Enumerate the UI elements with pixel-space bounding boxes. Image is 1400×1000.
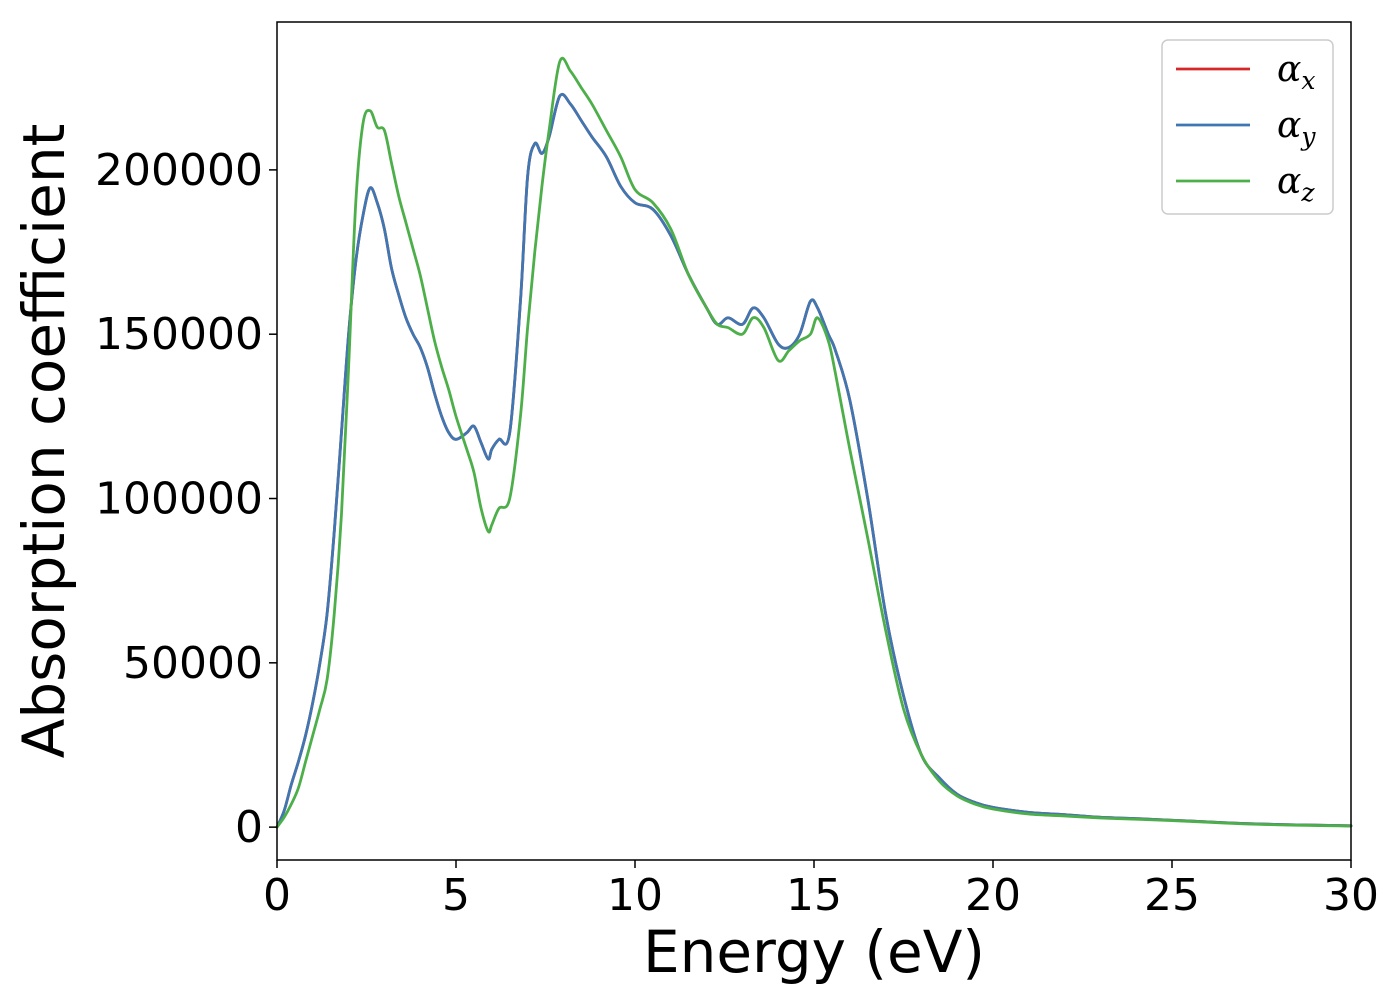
legend-label-y: αy [1277,105,1316,151]
legend-box [1161,39,1334,215]
y-tick-label: 200000 [95,145,263,196]
y-axis-label: Absorption coefficient [10,124,78,759]
y-tick-label: 0 [235,802,263,853]
series-layer [275,56,1353,829]
x-tick-label: 15 [786,870,842,921]
y-tick-label: 150000 [95,309,263,360]
x-axis-label: Energy (eV) [643,918,985,986]
legend-label-x: αx [1277,49,1315,95]
x-tick-label: 30 [1323,870,1379,921]
x-tick-label: 10 [607,870,663,921]
legend: αx αy αz [1161,39,1334,215]
y-axis-ticks: 0 50000 100000 150000 200000 [95,145,277,853]
y-tick-label: 100000 [95,474,263,525]
x-tick-label: 5 [442,870,470,921]
x-tick-label: 25 [1144,870,1200,921]
legend-label-z: αz [1277,161,1315,207]
y-tick-label: 50000 [123,638,263,689]
series-line-z [275,56,1353,829]
x-tick-label: 20 [965,870,1021,921]
x-axis-ticks: 0 5 10 15 20 25 30 [263,860,1379,921]
x-tick-label: 0 [263,870,291,921]
